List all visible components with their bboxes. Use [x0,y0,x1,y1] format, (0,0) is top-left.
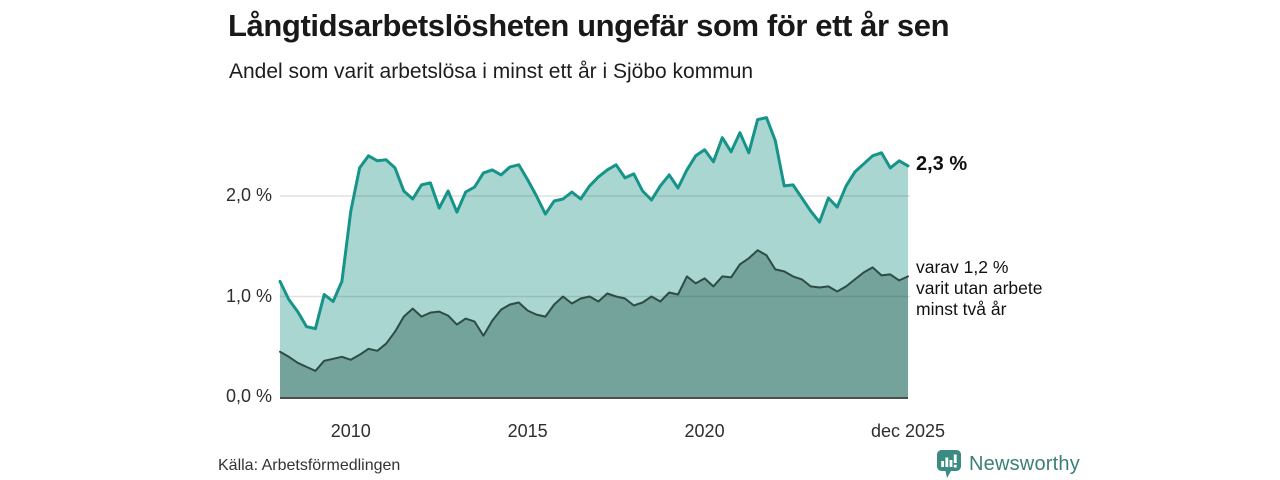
x-axis-tick-label: 2020 [684,421,725,441]
chart-subtitle: Andel som varit arbetslösa i minst ett å… [229,60,754,83]
subseries-annotation: varav 1,2 % varit utan arbete minst två … [916,257,1042,320]
x-axis-tick-2015: 2015 [508,420,548,442]
subseries-annotation-line: minst två år [916,299,1007,320]
x-axis-tick-label: 2015 [507,421,548,441]
line-series-2 [279,249,909,372]
x-axis-tick-dec-2025: dec 2025 [871,420,945,442]
y-axis-tick-label: 0,0 % [225,386,272,406]
newsworthy-logo-text: Newsworthy [969,452,1080,475]
y-axis-tick-0: 0,0 % [0,385,272,407]
latest-value-label: 2,3 % [916,152,968,175]
x-axis-tick-label: 2010 [330,421,371,441]
subseries-annotation-line: varav 1,2 % [916,257,1009,278]
subseries-annotation-line: varit utan arbete [916,278,1043,299]
source-label: Källa: Arbetsförmedlingen [218,457,401,474]
x-axis-tick-label: dec 2025 [870,421,946,441]
y-axis-tick-1: 1,0 % [0,285,272,307]
area-fill-series-2 [280,250,908,397]
newsworthy-logo-icon [937,450,961,478]
x-axis-tick-2020: 2020 [685,420,725,442]
newsworthy-logo: Newsworthy [936,449,1080,479]
y-axis-tick-label: 1,0 % [225,285,272,306]
y-axis-tick-2: 2,0 % [0,184,272,206]
chart-title: Långtidsarbetslösheten ungefär som för e… [228,8,950,43]
x-axis-tick-2010: 2010 [331,420,371,442]
y-axis-tick-label: 2,0 % [225,185,272,205]
line-series-1 [278,116,910,331]
